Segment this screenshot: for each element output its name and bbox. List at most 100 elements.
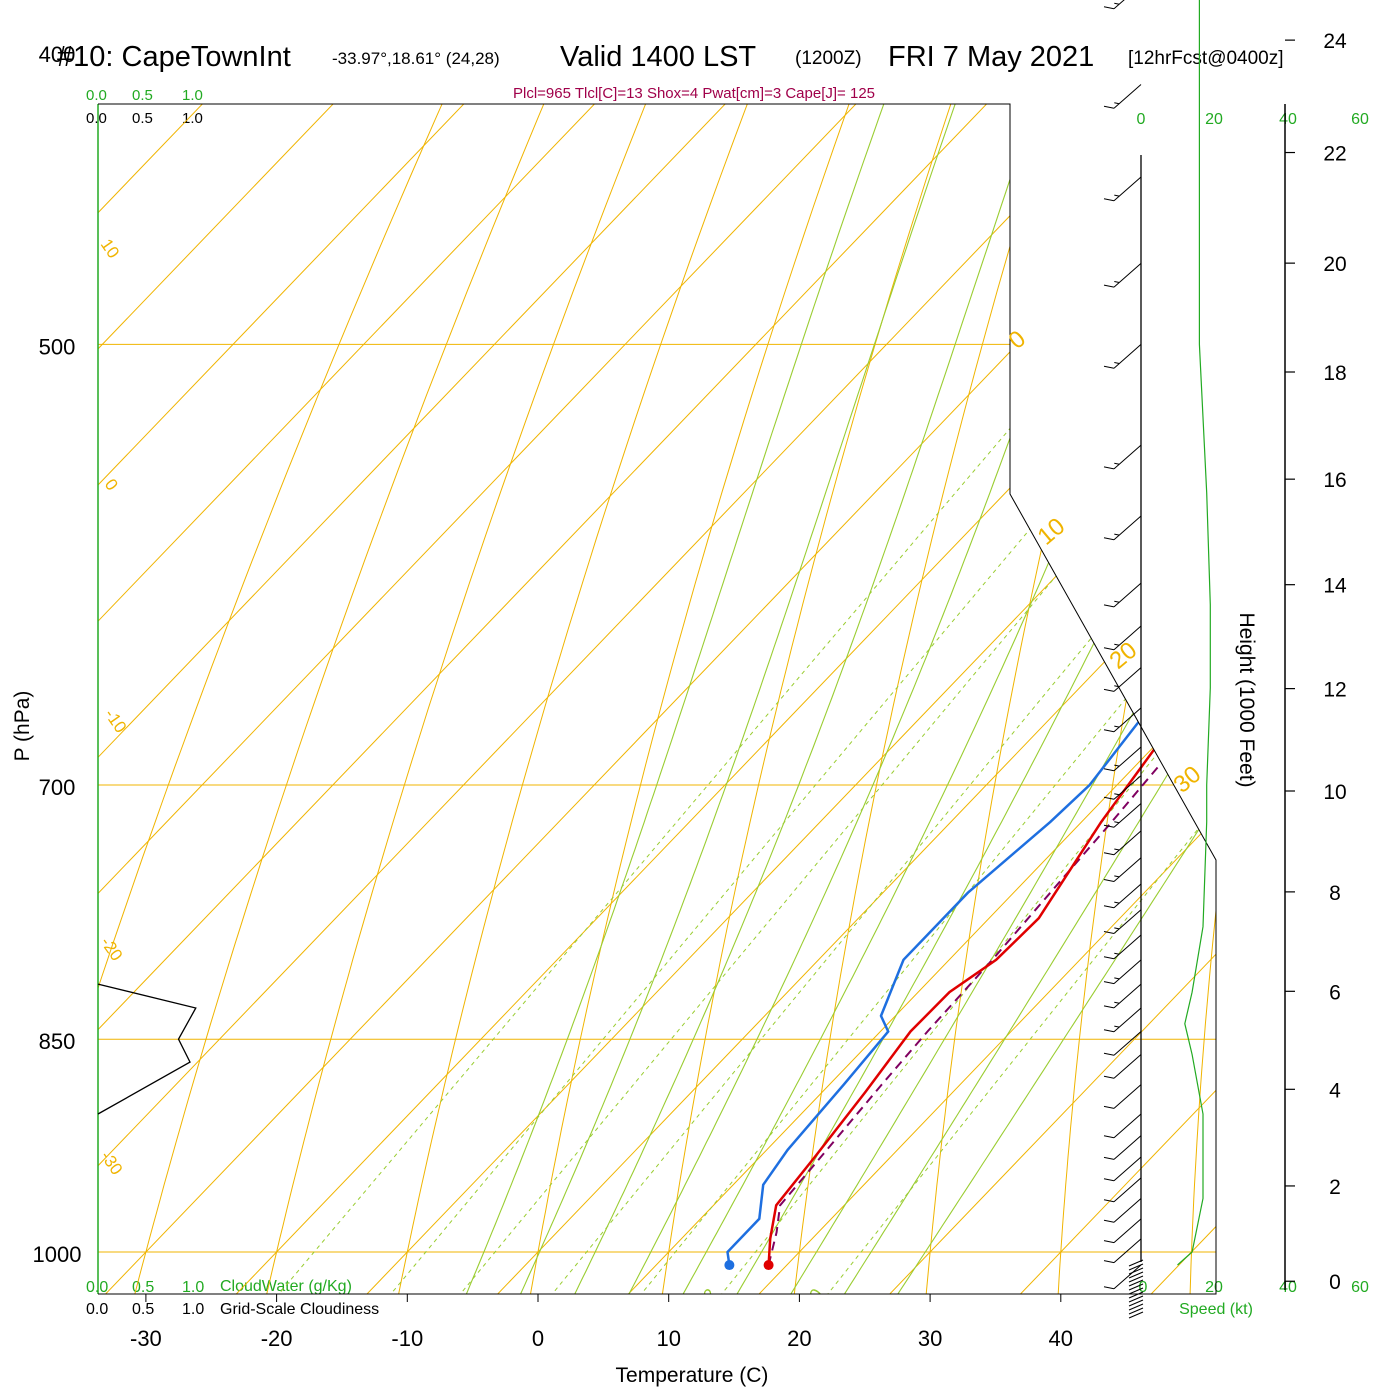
height-tick-label: 22 — [1323, 143, 1346, 166]
dry-adiabat-line — [787, 104, 1216, 1294]
height-tick-label: 24 — [1323, 30, 1347, 53]
pressure-tick-label: 500 — [39, 334, 76, 359]
isotherm-line — [98, 104, 895, 1294]
isotherm-line — [98, 104, 1216, 1294]
isotherm-label: -20 — [97, 933, 127, 964]
cloud-scale-bottom: 0.0 0.5 1.0 CloudWater (g/Kg) 0.0 0.5 1.… — [86, 1278, 379, 1318]
dry-adiabat-line — [119, 104, 877, 1294]
temperature-curve — [767, 104, 1216, 1266]
mixing-ratio-label: 12 — [694, 1285, 720, 1311]
wind-barb — [1103, 1218, 1142, 1244]
surface-temperature-marker — [763, 1260, 774, 1271]
cloudiness-profile-lower — [97, 983, 197, 1115]
temperature-tick-label: 0 — [532, 1326, 544, 1351]
wind-staff-hatch — [1128, 1311, 1144, 1319]
wind-barb — [1103, 1156, 1142, 1182]
wind-barb — [1103, 1198, 1142, 1223]
wind-speed-line — [1177, 0, 1211, 1266]
isotherm-label: 10 — [97, 235, 123, 261]
speed-top-20: 20 — [1205, 111, 1223, 128]
wind-barb — [1103, 803, 1142, 828]
wind-barb — [1103, 1031, 1142, 1056]
wind-panel — [1103, 0, 1211, 1319]
moist-adiabat-line — [649, 104, 1216, 1294]
height-tick-label: 18 — [1323, 362, 1346, 385]
isotherm-line — [98, 104, 1216, 1294]
plot-area: 1 2 3 5 8 12 20 — [98, 104, 1216, 1312]
wind-staff-hatch — [1128, 1267, 1144, 1275]
mixing-ratio-label: 5 — [524, 1293, 545, 1312]
speed-top-0: 0 — [1137, 111, 1146, 128]
wind-barb — [1103, 883, 1142, 909]
cloud-scale-bottom-green-0: 0.0 — [86, 1279, 108, 1296]
x-axis-title: Temperature (C) — [616, 1364, 769, 1387]
isotherm-line — [310, 104, 1216, 1294]
wind-barb — [1103, 775, 1142, 800]
cloud-scale-top-green-2: 1.0 — [182, 87, 203, 104]
forecast-info: [12hrFcst@0400z] — [1128, 48, 1284, 69]
wind-barb — [1103, 444, 1142, 470]
mixing-ratio-label: 8 — [614, 1293, 635, 1312]
height-tick-label: 0 — [1329, 1271, 1341, 1294]
speed-bottom-60: 60 — [1351, 1279, 1369, 1296]
mixing-ratio-line — [229, 104, 1216, 1294]
height-tick-label: 2 — [1329, 1176, 1341, 1199]
height-tick-label: 10 — [1323, 781, 1346, 804]
isotherm-label: 20 — [1105, 637, 1143, 675]
wind-barb — [1103, 1007, 1142, 1033]
temperature-tick-label: 10 — [656, 1326, 680, 1351]
speed-bottom-0: 0 — [1139, 1279, 1148, 1296]
dry-adiabat-line — [1054, 104, 1216, 1294]
dry-adiabat-line — [520, 104, 1137, 1294]
cloud-scale-bottom-black-1: 0.5 — [132, 1301, 154, 1318]
wind-staff-hatch — [1128, 1259, 1144, 1267]
temperature-tick-label: 40 — [1049, 1326, 1073, 1351]
mixing-ratio-line — [780, 104, 1216, 1294]
mixing-ratio-line — [593, 104, 1216, 1294]
cloud-scale-top: 0.0 0.5 1.0 0.0 0.5 1.0 — [86, 87, 203, 127]
temperature-tick-label: 20 — [787, 1326, 811, 1351]
wind-staff-hatch — [1128, 1287, 1144, 1295]
wind-barb — [1103, 830, 1142, 856]
wind-barb — [1103, 0, 1125, 10]
moist-adiabat-line — [806, 104, 1216, 1294]
isotherm-line — [702, 104, 1216, 1294]
speed-axis-label: Speed (kt) — [1179, 1301, 1253, 1318]
moist-adiabat-line — [493, 104, 1216, 1294]
y-axis-title: P (hPa) — [11, 691, 34, 762]
wind-staff-hatch — [1128, 1283, 1144, 1291]
utc-time: (1200Z) — [795, 48, 862, 69]
isotherm-label: 30 — [1169, 761, 1207, 799]
wind-staff-hatch — [1128, 1275, 1144, 1283]
dry-adiabat-line — [653, 104, 1216, 1294]
cloudiness-label: Grid-Scale Cloudiness — [220, 1301, 379, 1318]
speed-top-40: 40 — [1279, 111, 1297, 128]
wind-barb — [1103, 707, 1142, 733]
wind-barb — [1103, 1054, 1142, 1079]
moist-adiabat-line — [545, 104, 1216, 1294]
moist-adiabat-line — [440, 104, 1171, 1294]
isotherm-line — [179, 104, 1216, 1294]
speed-bottom-20: 20 — [1205, 1279, 1223, 1296]
isotherm-line — [98, 104, 1026, 1294]
wind-barb — [1103, 84, 1142, 109]
dry-adiabat-line — [386, 104, 1051, 1294]
station-title: #10: CapeTownInt — [57, 41, 291, 73]
isotherm-label: 0 — [1004, 325, 1032, 354]
cloud-scale-top-black-0: 0.0 — [86, 110, 107, 127]
axes: 2503004005007008501000100-10-20-30010203… — [33, 30, 1347, 1351]
dewpoint-curve — [726, 104, 1216, 1266]
parcel-curve — [767, 697, 1216, 1266]
wind-barb — [1103, 625, 1142, 651]
temperature-tick-label: -30 — [130, 1326, 162, 1351]
height-tick-label: 12 — [1323, 679, 1346, 702]
moist-adiabat-line — [597, 104, 1216, 1294]
wind-staff-hatch — [1128, 1307, 1144, 1315]
surface-dewpoint-marker — [724, 1260, 735, 1271]
height-tick-label: 20 — [1323, 253, 1346, 276]
pressure-tick-label: 850 — [39, 1029, 76, 1054]
frame-outline — [98, 103, 1217, 1295]
wind-staff-hatch — [1128, 1271, 1144, 1279]
wind-staff-hatch — [1128, 1263, 1144, 1271]
